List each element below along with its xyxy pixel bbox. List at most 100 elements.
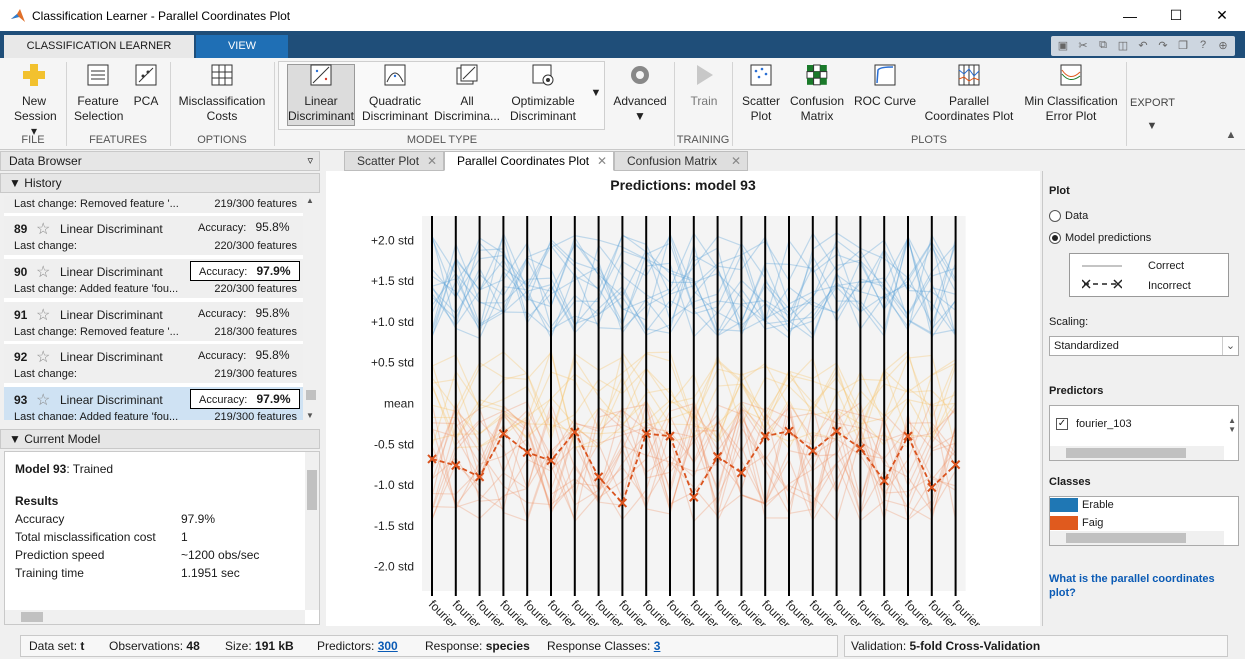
close-tab-icon[interactable]: ✕ <box>730 154 741 168</box>
class-color-swatch[interactable] <box>1050 498 1078 512</box>
classes-section-label: Classes <box>1049 476 1091 488</box>
incorrect-marker <box>760 431 770 441</box>
current-model-hscrollbar[interactable] <box>5 610 305 624</box>
incorrect-marker <box>736 468 747 478</box>
feature-selection-button[interactable]: Feature Selection <box>74 62 123 124</box>
grid-icon <box>211 64 233 86</box>
tab-parallel-coordinates-plot[interactable]: Parallel Coordinates Plot ✕ <box>444 151 614 171</box>
scaling-dropdown[interactable]: Standardized ⌄ <box>1049 336 1239 356</box>
optimizable-discriminant-button[interactable]: Optimizable Discriminant <box>506 62 580 124</box>
radio-data[interactable] <box>1049 210 1061 222</box>
predictor-item[interactable]: fourier_103 <box>1076 418 1132 430</box>
history-list: Last change: Removed feature '... 219/30… <box>4 196 303 420</box>
misclassification-costs-button[interactable]: Misclassification Costs <box>176 62 268 124</box>
train-button[interactable]: Train <box>684 62 724 109</box>
incorrect-marker <box>831 426 842 436</box>
class-item[interactable]: Erable <box>1082 499 1114 511</box>
incorrect-marker <box>665 431 675 441</box>
minimize-icon[interactable]: — <box>1123 7 1137 24</box>
confusion-matrix-icon <box>806 64 828 86</box>
legend-incorrect-label: Incorrect <box>1148 280 1191 292</box>
incorrect-marker <box>712 451 723 462</box>
feature-selection-icon <box>87 64 109 86</box>
redo-icon[interactable]: ↷ <box>1158 39 1168 52</box>
history-scrollbar[interactable]: ▲ ▼ <box>304 196 318 420</box>
maximize-icon[interactable]: ☐ <box>1169 7 1183 23</box>
history-item-90[interactable]: 90 ☆ Linear Discriminant Accuracy: 97.9%… <box>4 259 303 300</box>
scatter-plot-button[interactable]: Scatter Plot <box>740 62 782 124</box>
confusion-matrix-button[interactable]: Confusion Matrix <box>788 62 846 124</box>
classes-hscrollbar[interactable] <box>1050 531 1224 545</box>
close-icon[interactable]: ✕ <box>1216 7 1228 23</box>
model-gallery-expand-icon[interactable]: ▼ <box>590 87 602 99</box>
linear-discriminant-button[interactable]: Linear Discriminant <box>287 62 355 124</box>
star-icon[interactable]: ☆ <box>36 349 51 366</box>
radio-model-predictions-label: Model predictions <box>1065 232 1152 244</box>
new-session-button[interactable]: New Session ▾ <box>14 62 57 139</box>
new-session-label: New Session ▾ <box>14 94 57 138</box>
tab-scatter-plot[interactable]: Scatter Plot ✕ <box>344 151 444 171</box>
y-tick-label: +1.5 std <box>371 274 414 288</box>
y-tick-label: -1.5 std <box>374 519 414 533</box>
class-item[interactable]: Faig <box>1082 517 1104 529</box>
current-model-panel: Model 93: Trained Results Accuracy 97.9%… <box>4 451 320 625</box>
help-icon[interactable]: ? <box>1199 39 1207 51</box>
history-section-header[interactable]: ▼ History <box>0 173 320 193</box>
predictors-hscrollbar[interactable] <box>1050 446 1224 460</box>
quadratic-discriminant-button[interactable]: Quadratic Discriminant <box>360 62 430 124</box>
history-item-93[interactable]: 93 ☆ Linear Discriminant Accuracy: 97.9%… <box>4 387 303 420</box>
save-icon[interactable]: ▣ <box>1057 39 1069 52</box>
tab-confusion-matrix[interactable]: Confusion Matrix ✕ <box>614 151 748 171</box>
cut-icon[interactable]: ✂ <box>1078 39 1088 52</box>
history-item-89[interactable]: 89 ☆ Linear Discriminant Accuracy: 95.8%… <box>4 216 303 257</box>
predictor-checkbox[interactable]: ✓ <box>1056 418 1068 430</box>
undo-icon[interactable]: ↶ <box>1138 39 1148 52</box>
star-icon[interactable]: ☆ <box>36 307 51 324</box>
copy-icon[interactable]: ⧉ <box>1099 38 1107 51</box>
history-item-91[interactable]: 91 ☆ Linear Discriminant Accuracy: 95.8%… <box>4 302 303 343</box>
paste-icon[interactable]: ◫ <box>1117 39 1129 52</box>
tab-view[interactable]: VIEW <box>196 35 288 58</box>
parallel-coordinates-plot-button[interactable]: Parallel Coordinates Plot <box>922 62 1016 124</box>
parallel-coordinates-chart[interactable]: +2.0 std +1.5 std +1.0 std +0.5 std mean -0.5… <box>326 171 1040 626</box>
parallel-coordinates-icon <box>958 64 980 86</box>
incorrect-marker <box>474 472 485 482</box>
y-tick-label: -1.0 std <box>374 478 414 492</box>
class-color-swatch[interactable] <box>1050 516 1078 530</box>
star-icon[interactable]: ☆ <box>36 392 51 409</box>
classes-count-link[interactable]: 3 <box>653 639 661 653</box>
current-model-scrollbar[interactable] <box>305 452 319 610</box>
tab-classification-learner[interactable]: CLASSIFICATION LEARNER <box>4 35 194 58</box>
incorrect-marker <box>879 476 889 486</box>
help-link[interactable]: What is the parallel coordinates plot? <box>1049 573 1215 599</box>
roc-curve-button[interactable]: ROC Curve <box>854 62 916 109</box>
title-bar: Classification Learner - Parallel Coordi… <box>0 0 1245 31</box>
radio-model-predictions[interactable] <box>1049 232 1061 244</box>
window-title: Classification Learner - Parallel Coordi… <box>32 8 291 23</box>
advanced-button[interactable]: Advanced ▼ <box>612 62 668 124</box>
all-discriminants-button[interactable]: All Discrimina... <box>434 62 500 124</box>
incorrect-marker <box>689 492 699 502</box>
legend-correct-label: Correct <box>1148 260 1185 272</box>
history-scroll-thumb[interactable] <box>306 390 316 400</box>
history-item-partial[interactable]: Last change: Removed feature '... 219/30… <box>4 196 303 215</box>
min-classification-error-plot-button[interactable]: Min Classification Error Plot <box>1022 62 1120 124</box>
current-model-section-header[interactable]: ▼ Current Model <box>0 429 320 449</box>
expand-icon[interactable]: ⊕ <box>1218 39 1228 52</box>
predictors-count-link[interactable]: 300 <box>377 639 398 653</box>
switch-windows-icon[interactable]: ❐ <box>1178 39 1188 52</box>
incorrect-marker <box>808 446 818 456</box>
star-icon[interactable]: ☆ <box>36 221 51 238</box>
star-icon[interactable]: ☆ <box>36 264 51 281</box>
pca-icon <box>135 64 157 86</box>
predictors-list: ✓ fourier_103 ▲ ▼ <box>1049 405 1239 461</box>
panel-menu-icon[interactable]: ▿ <box>307 155 313 167</box>
close-tab-icon[interactable]: ✕ <box>426 154 437 168</box>
export-button[interactable]: EXPORT ▼ <box>1130 97 1176 132</box>
classes-list: Erable Faig <box>1049 496 1239 546</box>
collapse-ribbon-icon[interactable]: ▲ <box>1225 129 1237 141</box>
close-tab-icon[interactable]: ✕ <box>596 154 607 168</box>
pca-button[interactable]: PCA <box>130 62 162 109</box>
plot-legend: Correct Incorrect <box>1069 253 1229 297</box>
history-item-92[interactable]: 92 ☆ Linear Discriminant Accuracy: 95.8%… <box>4 344 303 385</box>
